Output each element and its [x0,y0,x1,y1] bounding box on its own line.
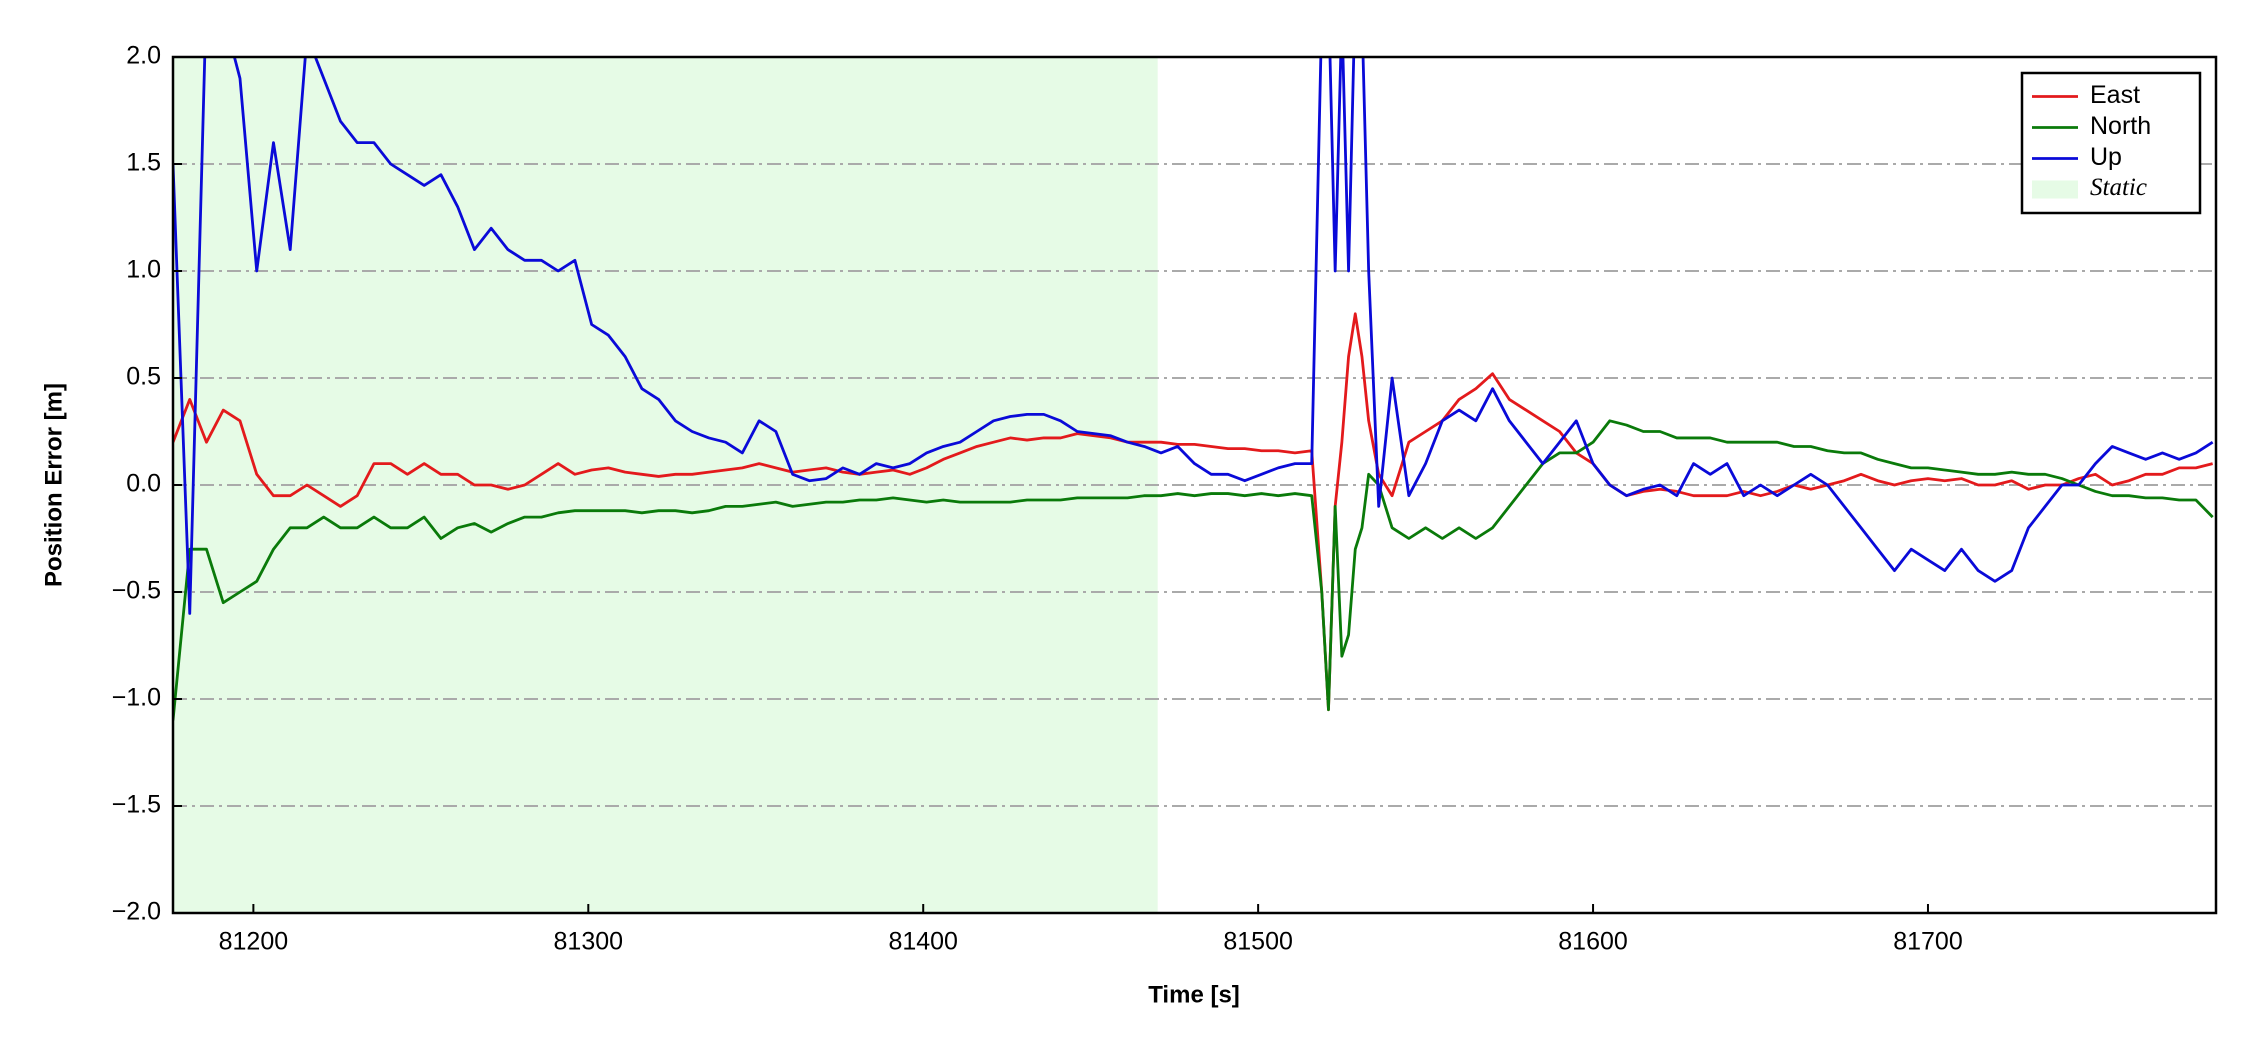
legend-label: Static [2090,174,2147,201]
legend-label: North [2090,112,2151,140]
x-tick-label: 81300 [554,928,624,956]
y-tick-label: 0.0 [126,470,161,498]
legend-swatch [2032,180,2078,199]
y-tick-label: 2.0 [126,42,161,70]
series-line [173,57,2214,615]
series-line [173,312,2213,712]
y-tick-label: −2.0 [112,898,161,926]
y-tick-label: 0.5 [126,363,161,391]
series-line [173,419,2214,721]
y-axis-label: Position Error [m] [40,383,67,587]
x-axis-label: Time [s] [1148,981,1240,1008]
x-tick-label: 81500 [1223,928,1293,956]
x-tick-label: 81200 [219,928,289,956]
legend: East North Up Static [2020,71,2202,215]
legend-label: East [2090,81,2140,109]
x-tick-label: 81400 [888,928,958,956]
y-tick-label: −0.5 [112,577,161,605]
x-tick-label: 81700 [1893,928,1963,956]
y-tick-label: −1.0 [112,684,161,712]
legend-label: Up [2090,143,2122,171]
y-tick-label: −1.5 [112,791,161,819]
y-tick-label: 1.0 [126,256,161,284]
y-tick-label: 1.5 [126,149,161,177]
lines-layer [173,57,2214,721]
x-tick-label: 81600 [1558,928,1628,956]
ticks-layer: −2.0 −1.5 −1.0 −0.5 0.0 0.5 1.0 1.5 2.0 81200 8130… [112,42,1963,956]
